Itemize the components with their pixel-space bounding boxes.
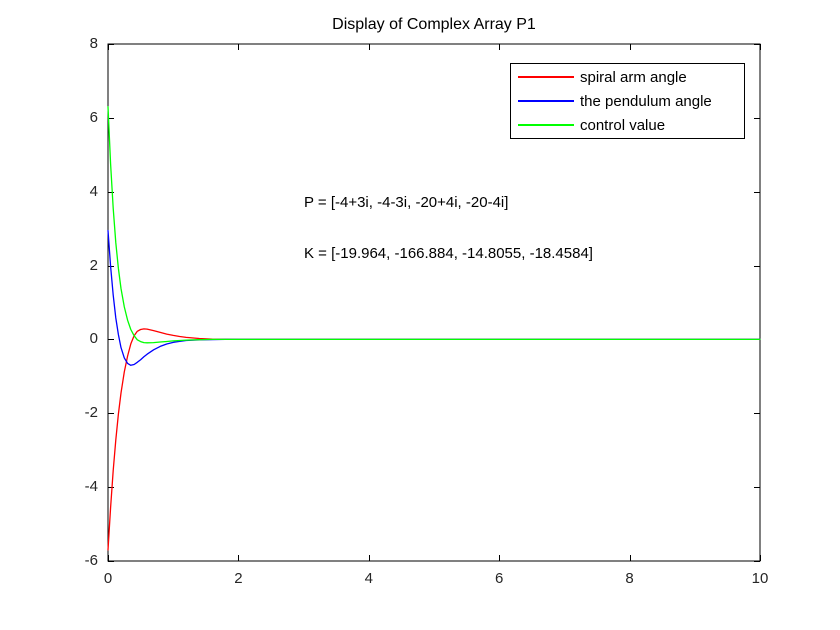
- plot-title: Display of Complex Array P1: [332, 16, 536, 33]
- x-tick-label: 10: [751, 570, 769, 587]
- annotation-k-array: K = [-19.964, -166.884, -14.8055, -18.45…: [304, 245, 593, 262]
- legend-line-sample-red: [518, 76, 574, 78]
- legend-item-pendulum-angle: the pendulum angle: [511, 89, 744, 113]
- series-line-spiral-arm-angle: [107, 328, 761, 551]
- y-tick-label: 0: [89, 330, 98, 348]
- y-tick-label: -6: [84, 552, 98, 569]
- y-tick-label: 4: [89, 182, 98, 200]
- x-tick-label: 2: [234, 570, 243, 587]
- legend-label: spiral arm angle: [580, 68, 687, 86]
- x-tick-label: 0: [103, 570, 113, 587]
- annotation-p-array: P = [-4+3i, -4-3i, -20+4i, -20-4i]: [304, 194, 509, 211]
- legend-label: the pendulum angle: [580, 92, 712, 110]
- x-tick-label: 8: [625, 570, 634, 587]
- y-tick-label: 8: [89, 35, 98, 52]
- legend-item-spiral-arm-angle: spiral arm angle: [511, 65, 744, 89]
- series-line-control-value: [107, 106, 761, 344]
- y-tick-label: 2: [89, 256, 98, 274]
- y-tick-label: -4: [84, 478, 98, 496]
- axes-box: [107, 43, 761, 562]
- y-tick-label: -2: [84, 404, 98, 422]
- legend[interactable]: spiral arm angle the pendulum angle cont…: [510, 63, 745, 139]
- legend-line-sample-blue: [518, 100, 574, 102]
- x-tick-label: 4: [364, 570, 373, 587]
- legend-line-sample-green: [518, 124, 574, 126]
- legend-item-control-value: control value: [511, 113, 744, 137]
- x-tick-label: 6: [495, 570, 504, 587]
- y-tick-label: 6: [89, 108, 98, 126]
- legend-label: control value: [580, 116, 666, 134]
